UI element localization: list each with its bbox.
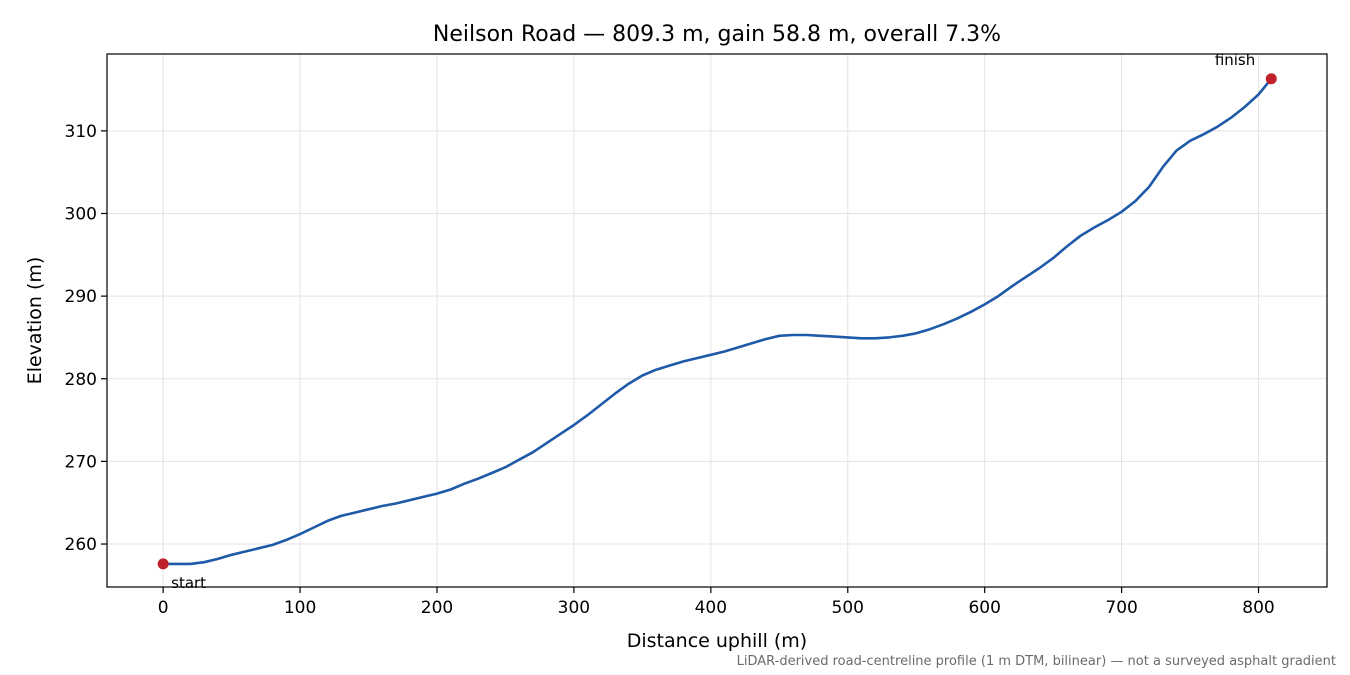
x-tick-label: 200 [421, 598, 453, 618]
y-tick-label: 280 [65, 370, 97, 390]
y-tick-label: 260 [65, 535, 97, 555]
y-tick-label: 300 [65, 204, 97, 224]
x-tick-label: 300 [558, 598, 590, 618]
x-tick-label: 500 [832, 598, 864, 618]
start-marker [157, 558, 169, 570]
grid-lines [107, 54, 1327, 587]
y-axis-label: Elevation (m) [24, 257, 46, 385]
y-tick-label: 270 [65, 452, 97, 472]
x-tick-label: 700 [1105, 598, 1137, 618]
x-axis-label: Distance uphill (m) [627, 630, 807, 652]
y-tick-label: 310 [65, 122, 97, 142]
x-tick-label: 600 [968, 598, 1000, 618]
footnote: LiDAR-derived road-centreline profile (1… [737, 654, 1336, 669]
plot-frame [106, 53, 1328, 588]
x-tick-label: 800 [1242, 598, 1274, 618]
elevation-line [161, 77, 1273, 566]
chart-title: Neilson Road — 809.3 m, gain 58.8 m, ove… [433, 22, 1001, 47]
x-tick-label: 100 [284, 598, 316, 618]
axis-ticks: 0 100 200 300 400 500 600 700 800 260 270 280 290 300… [65, 122, 1275, 618]
y-tick-label: 290 [65, 287, 97, 307]
finish-marker [1265, 73, 1277, 85]
annotations: start finish [157, 51, 1277, 592]
x-tick-label: 0 [158, 598, 169, 618]
finish-label: finish [1215, 51, 1255, 69]
series-layer [161, 77, 1273, 566]
start-label: start [171, 574, 206, 592]
x-tick-label: 400 [695, 598, 727, 618]
